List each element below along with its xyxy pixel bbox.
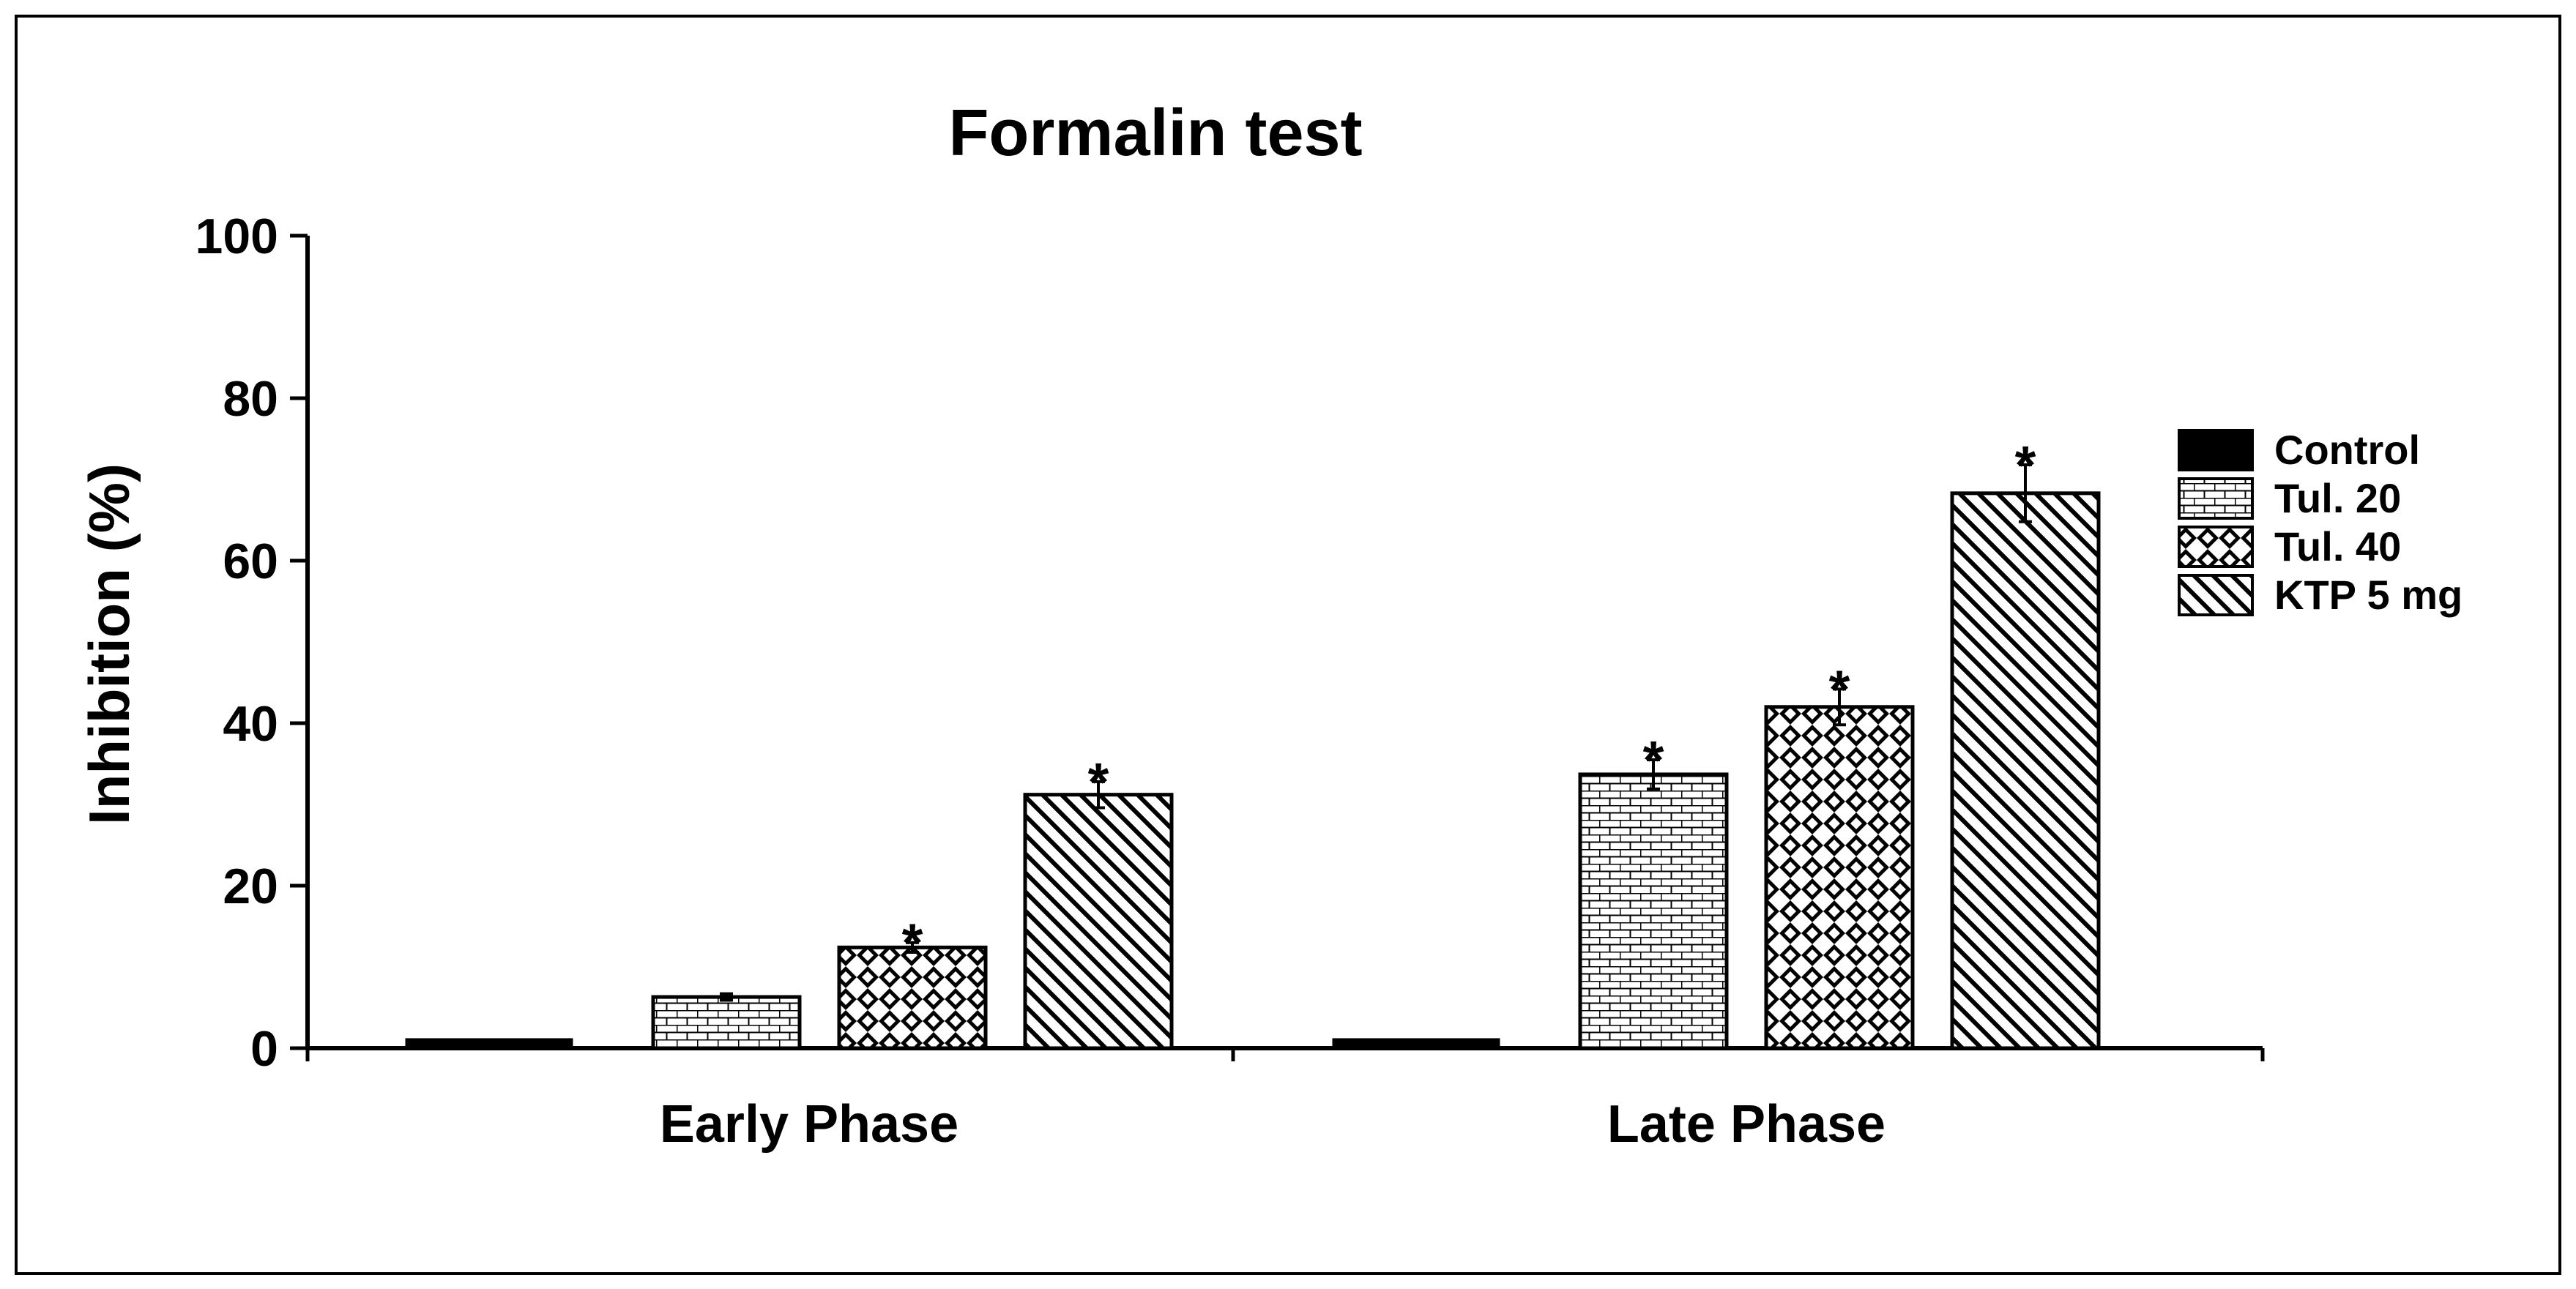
y-tick-label: 80 [223,371,278,427]
legend-swatch [2178,477,2254,520]
legend-label: Control [2274,427,2420,473]
significance-asterisk: * [2015,435,2036,496]
bar-tul-20-1 [1578,772,1729,1050]
legend-label: Tul. 40 [2274,523,2401,569]
significance-asterisk: * [1088,752,1109,812]
x-axis-ticks [305,1048,2265,1061]
bar-control-1 [1332,1038,1500,1050]
bar-tul-40-1 [1764,705,1915,1050]
category-label: Late Phase [1607,1095,1886,1154]
category-label: Early Phase [660,1095,958,1154]
category-labels: Early Phase Late Phase [660,1095,1886,1154]
bar-ktp-5-mg-0 [1023,793,1174,1050]
legend-label: KTP 5 mg [2274,572,2463,618]
chart-frame [15,15,2561,1275]
y-axis-ticks: 0 20 40 60 80 100 [196,209,308,1077]
y-tick-label: 60 [223,534,278,589]
chart-title: Formalin test [948,97,1362,170]
error-bar [1833,687,1846,727]
significance-asterisk: * [902,913,923,974]
significance-asterisk: * [1643,730,1664,791]
bar-tul-20-0 [651,995,802,1050]
bar-ktp-5-mg-1 [1950,491,2101,1050]
y-axis-label: Inhibition (%) [77,463,141,825]
legend-swatch [2178,526,2254,568]
bars [405,491,2101,1050]
error-bar [2019,463,2032,523]
error-bars [720,463,2032,1002]
y-tick-label: 0 [250,1021,278,1077]
error-bar [1647,758,1660,791]
y-tick-label: 20 [223,859,278,914]
y-tick-label: 40 [223,696,278,752]
significance-markers: * * * * * [902,435,2036,974]
bar-control-0 [405,1038,573,1050]
error-bar [1092,780,1105,810]
error-bar [720,992,733,1002]
legend-swatch [2178,574,2254,616]
significance-asterisk: * [1829,659,1850,720]
legend-swatch [2178,429,2254,471]
legend-label: Tul. 20 [2274,475,2401,521]
error-bar [906,941,919,954]
y-tick-label: 100 [196,209,278,264]
